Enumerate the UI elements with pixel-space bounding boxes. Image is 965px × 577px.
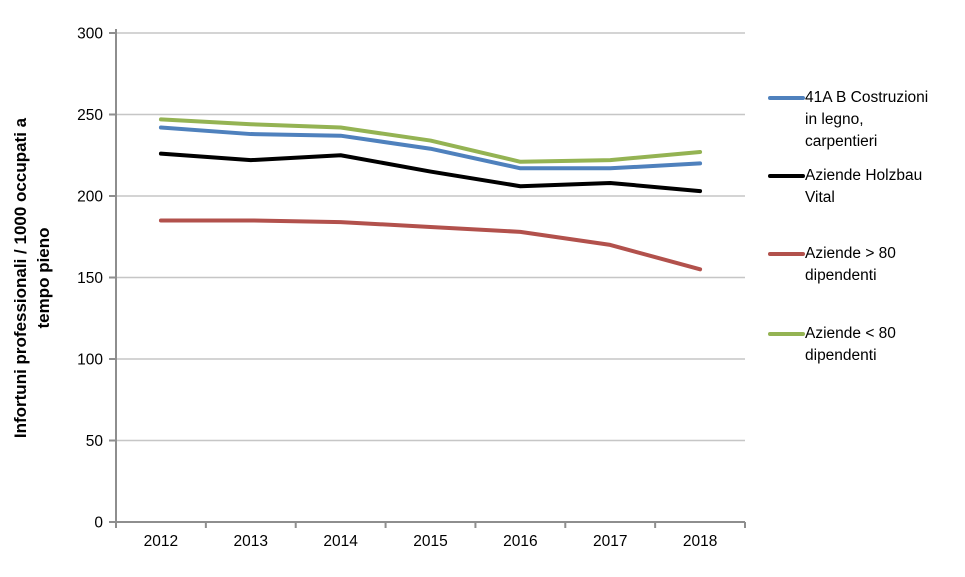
legend-item: Aziende > 80 dipendenti <box>768 243 896 287</box>
x-tick-label: 2018 <box>683 533 717 550</box>
x-tick-label: 2013 <box>234 533 268 550</box>
legend-line-swatch <box>768 96 805 100</box>
y-axis-title-line1: Infortuni professionali / 1000 occupati … <box>11 117 30 439</box>
series-line-3 <box>158 218 703 272</box>
y-tick-label: 0 <box>94 515 103 532</box>
y-tick-label: 50 <box>86 433 104 450</box>
x-tick-label: 2014 <box>323 533 358 550</box>
legend-label: Aziende < 80 dipendenti <box>805 325 896 364</box>
x-tick-label: 2016 <box>503 533 537 550</box>
legend-label: 41A B Costruzioni in legno, carpentieri <box>805 89 929 150</box>
legend-item: 41A B Costruzioni in legno, carpentieri <box>768 87 928 153</box>
legend-line-swatch <box>768 332 805 336</box>
x-tick-label: 2017 <box>593 533 627 550</box>
chart-legend: 41A B Costruzioni in legno, carpentieri Azi… <box>768 0 958 577</box>
y-tick-label: 200 <box>77 189 103 206</box>
series-line-2 <box>158 151 703 194</box>
legend-line-swatch <box>768 174 805 178</box>
y-axis-title-line2: tempo pieno <box>34 227 53 329</box>
x-tick-label: 2015 <box>413 533 447 550</box>
legend-line-swatch <box>768 252 805 256</box>
y-tick-label: 250 <box>77 107 103 124</box>
y-tick-label: 150 <box>77 270 103 287</box>
legend-label: Aziende Holzbau Vital <box>805 167 923 206</box>
y-tick-label: 300 <box>77 26 103 43</box>
series-line-4 <box>158 117 703 164</box>
legend-label: Aziende > 80 dipendenti <box>805 245 896 284</box>
y-tick-label: 100 <box>77 352 103 369</box>
legend-item: Aziende Holzbau Vital <box>768 165 922 209</box>
series-line-1 <box>158 125 703 171</box>
x-tick-label: 2012 <box>144 533 178 550</box>
legend-item: Aziende < 80 dipendenti <box>768 323 896 367</box>
y-axis-title: Infortuni professionali / 1000 occupati … <box>9 63 55 493</box>
